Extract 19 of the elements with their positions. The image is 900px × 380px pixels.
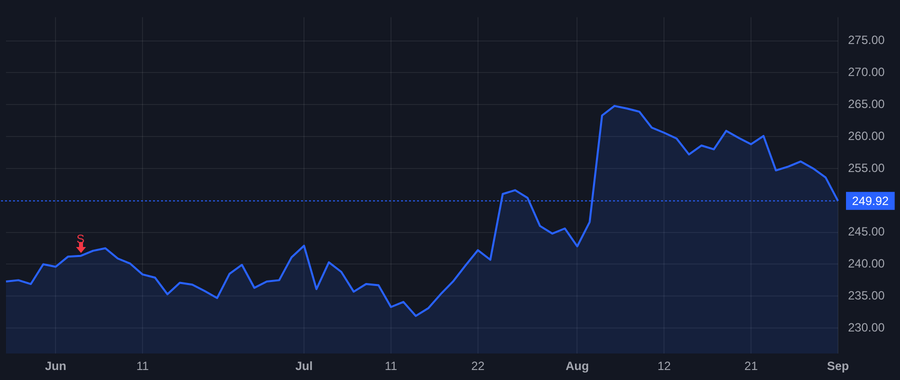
y-tick-label: 270.00 [848,65,886,80]
y-tick-label: 240.00 [848,256,886,271]
y-tick-label: 245.00 [848,224,886,239]
x-tick-label: 21 [744,359,758,374]
x-tick-label: Aug [566,359,589,374]
x-tick-label: Sep [826,359,850,374]
y-tick-label: 265.00 [848,96,886,111]
y-tick-label: 255.00 [848,160,886,175]
y-tick-label: 260.00 [848,128,886,143]
x-tick-label: 12 [657,359,672,374]
y-tick-label: 275.00 [848,33,886,48]
y-tick-label: 230.00 [848,320,886,334]
x-tick-label: 22 [471,359,485,374]
ref-line-label: 249.92 [852,194,890,208]
x-tick-label: Jul [295,359,313,374]
x-tick-label: Jun [45,359,66,374]
y-tick-label: 235.00 [848,288,886,302]
x-tick-label: 11 [384,359,398,374]
x-tick-label: 11 [136,359,150,374]
